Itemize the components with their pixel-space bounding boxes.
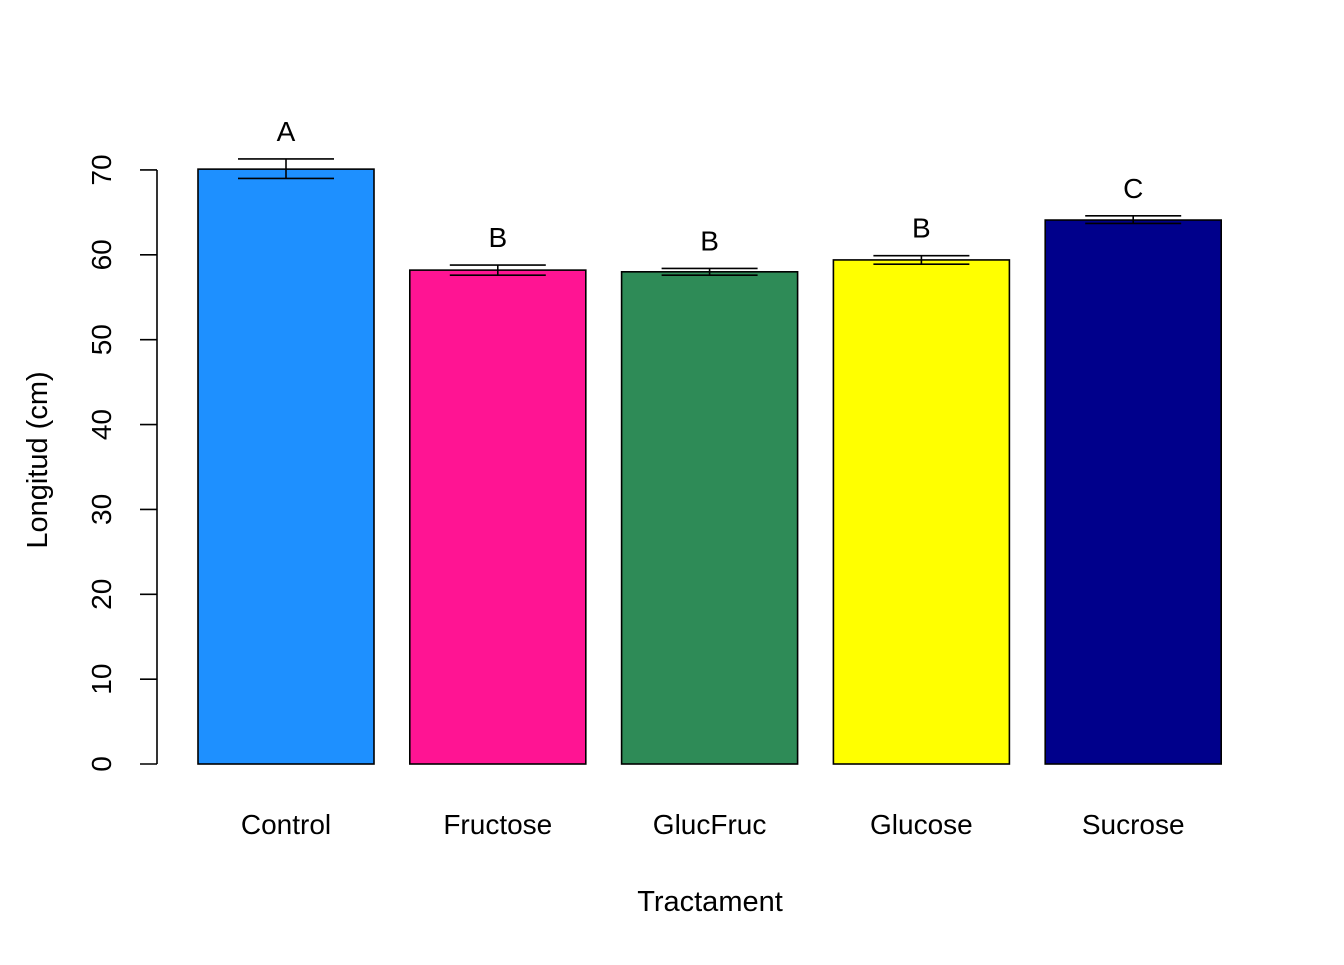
bar-glucose — [832, 259, 1011, 765]
error-bars — [238, 158, 1182, 277]
group-letters: A B B B C — [277, 116, 1144, 256]
group-letter: B — [488, 222, 507, 253]
group-letter: A — [277, 116, 296, 147]
group-letter: B — [700, 225, 719, 256]
y-tick-label: 60 — [86, 239, 117, 270]
y-tick-label: 50 — [86, 324, 117, 355]
bar-fructose — [408, 269, 587, 765]
y-tick-label: 0 — [86, 756, 117, 772]
y-tick-label: 10 — [86, 664, 117, 695]
group-letter: B — [912, 213, 931, 244]
bars — [197, 168, 1222, 765]
y-tick-label: 40 — [86, 409, 117, 440]
x-tick-label: GlucFruc — [653, 809, 767, 840]
y-axis: 0 10 20 30 40 50 60 70 — [86, 154, 158, 772]
x-tick-label: Control — [241, 809, 331, 840]
category-labels: Control Fructose GlucFruc Glucose Sucrose — [241, 809, 1185, 840]
x-tick-label: Fructose — [443, 809, 552, 840]
bar-sucrose — [1044, 219, 1222, 765]
x-tick-label: Sucrose — [1082, 809, 1185, 840]
y-tick-label: 30 — [86, 494, 117, 525]
bar-glucfruc — [620, 271, 799, 765]
y-axis-title: Longitud (cm) — [22, 371, 54, 548]
y-tick-label: 20 — [86, 579, 117, 610]
group-letter: C — [1123, 173, 1143, 204]
x-axis-title: Tractament — [637, 886, 783, 918]
bar-control — [197, 168, 375, 765]
x-tick-label: Glucose — [870, 809, 973, 840]
y-tick-label: 70 — [86, 154, 117, 185]
